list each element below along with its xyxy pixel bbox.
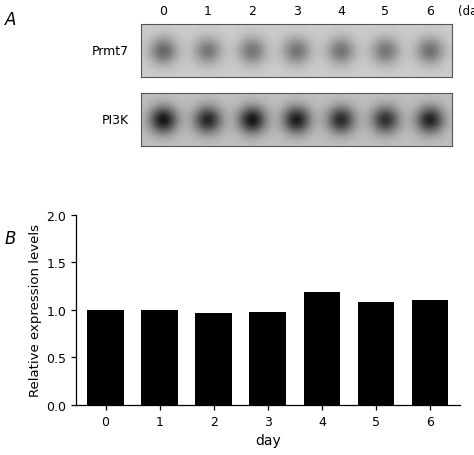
Text: 1: 1 [204,5,212,18]
Bar [195,313,232,405]
Text: 2: 2 [248,5,256,18]
Text: 6: 6 [426,5,434,18]
X-axis label: day: day [255,433,281,447]
Text: PI3K: PI3K [101,114,128,127]
Bar [87,310,124,405]
Y-axis label: Relative expression levels: Relative expression levels [29,224,42,396]
Bar [411,301,448,405]
Bar [357,303,394,405]
Text: A: A [5,11,16,29]
Text: (day): (day) [458,5,474,18]
Bar [249,312,286,405]
Text: 4: 4 [337,5,345,18]
Text: B: B [5,230,16,248]
Text: 0: 0 [159,5,167,18]
Text: Prmt7: Prmt7 [91,45,128,58]
Bar [303,292,340,405]
Text: 5: 5 [382,5,390,18]
Bar [141,310,178,405]
Text: 3: 3 [292,5,301,18]
